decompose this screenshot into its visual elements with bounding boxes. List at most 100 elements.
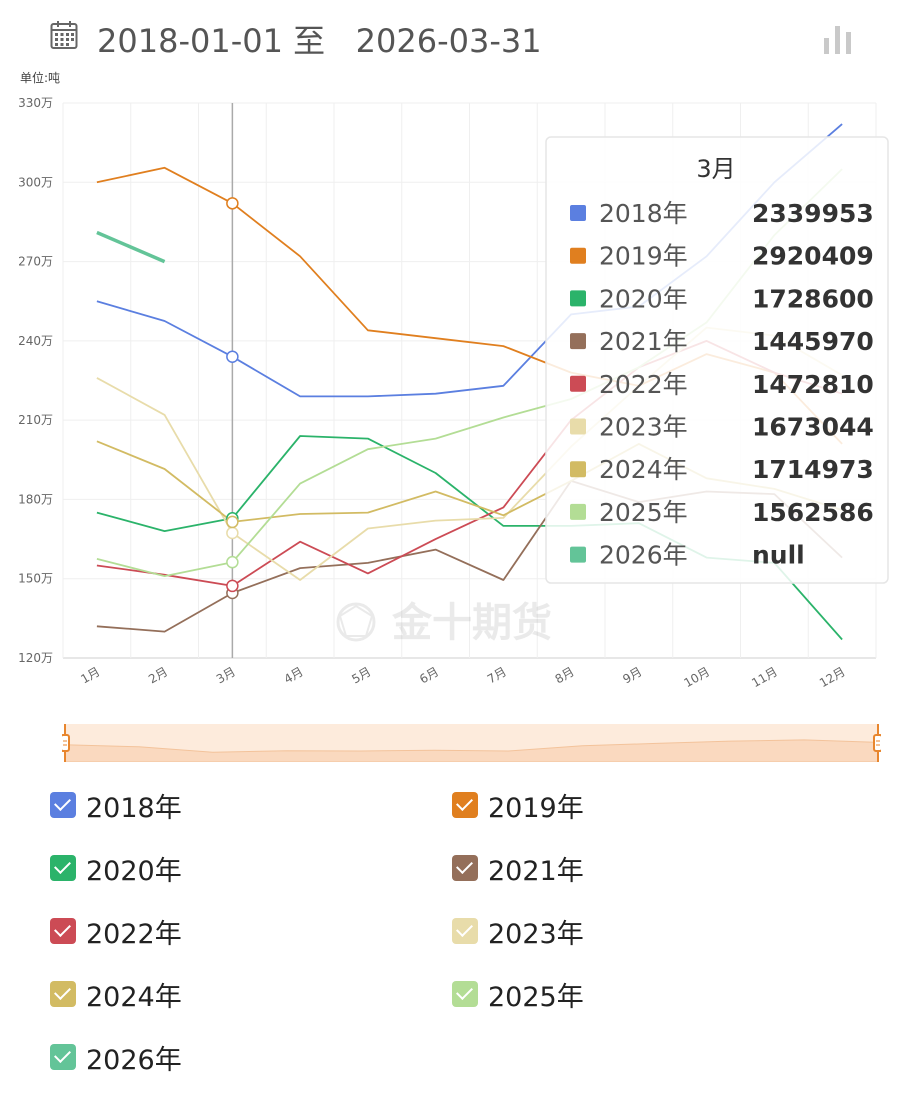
tooltip-value: 1728600 xyxy=(752,284,874,313)
hover-point-2019年 xyxy=(226,197,239,210)
watermark: 金十期货 xyxy=(336,600,552,646)
x-tick-label: 4月 xyxy=(282,664,306,686)
calendar-icon[interactable] xyxy=(50,20,78,50)
x-tick-label: 12月 xyxy=(817,664,848,690)
tooltip-label: 2020年 xyxy=(599,284,688,313)
legend-checkbox-2018[interactable] xyxy=(50,792,76,818)
legend-label: 2021年 xyxy=(488,855,584,887)
legend-item-2022[interactable]: 2022年 xyxy=(50,911,182,951)
y-tick-label: 180万 xyxy=(18,492,53,506)
legend-label: 2024年 xyxy=(86,981,182,1013)
tooltip-label: 2023年 xyxy=(599,413,688,442)
tooltip-marker xyxy=(570,333,586,350)
x-axis: 1月 2月 3月 4月 5月 6月 7月 8月 9月 10月 11月 12月 xyxy=(78,664,847,690)
series-line-2026年 xyxy=(96,230,166,264)
x-tick-label: 9月 xyxy=(620,664,644,686)
line-chart[interactable]: 单位:吨 120万 150万 180万 210万 240万 270万 300万 330万 1月… xyxy=(0,70,906,710)
x-tick-label: 2月 xyxy=(146,664,170,686)
y-tick-label: 300万 xyxy=(18,175,53,189)
tooltip-title: 3月 xyxy=(696,155,735,183)
tooltip-marker xyxy=(570,205,586,221)
tooltip-value: 1714973 xyxy=(752,455,874,484)
y-tick-label: 120万 xyxy=(18,651,53,665)
tooltip-label: 2021年 xyxy=(599,327,688,356)
date-range-header: 2018-01-01 至 2026-03-31 xyxy=(0,0,906,74)
end-date[interactable]: 2026-03-31 xyxy=(355,22,542,60)
legend-item-2026[interactable]: 2026年 xyxy=(50,1037,182,1077)
tooltip-marker xyxy=(570,503,586,520)
legend-label: 2019年 xyxy=(488,792,584,824)
slider-handle-left[interactable] xyxy=(60,724,70,762)
tooltip: 3月 2018年 2339953 2019年 2920409 2020年 1728600 2… xyxy=(545,136,889,584)
tooltip-value: 1472810 xyxy=(752,370,874,399)
legend-label: 2025年 xyxy=(488,981,584,1013)
tooltip-label: 2025年 xyxy=(599,498,688,527)
legend-checkbox-2025[interactable] xyxy=(452,981,478,1007)
legend-checkbox-2020[interactable] xyxy=(50,855,76,881)
legend-label: 2023年 xyxy=(488,918,584,950)
legend-item-2018[interactable]: 2018年 xyxy=(50,785,182,825)
legend-checkbox-2021[interactable] xyxy=(452,855,478,881)
legend-item-2020[interactable]: 2020年 xyxy=(50,848,182,888)
date-range-text[interactable]: 2018-01-01 至 2026-03-31 xyxy=(97,16,542,62)
y-tick-label: 330万 xyxy=(18,96,53,110)
start-date[interactable]: 2018-01-01 xyxy=(97,22,283,60)
legend-item-2021[interactable]: 2021年 xyxy=(452,848,584,888)
x-tick-label: 6月 xyxy=(417,664,441,686)
tooltip-marker xyxy=(570,375,586,392)
tooltip-marker xyxy=(570,290,586,307)
tooltip-value: 1673044 xyxy=(752,413,874,442)
tooltip-value: 2339953 xyxy=(752,199,874,228)
hover-point-2024年 xyxy=(226,515,239,529)
x-tick-label: 5月 xyxy=(349,664,373,686)
tooltip-value: 1562586 xyxy=(752,498,874,527)
hover-points xyxy=(226,197,239,600)
tooltip-label: 2026年 xyxy=(599,541,688,570)
tooltip-value: 2920409 xyxy=(752,242,874,271)
y-tick-label: 270万 xyxy=(18,255,53,269)
watermark-text: 金十期货 xyxy=(391,600,552,646)
x-tick-label: 1月 xyxy=(78,664,102,686)
tooltip-label: 2019年 xyxy=(599,242,688,271)
legend-label: 2022年 xyxy=(86,918,182,950)
legend-label: 2020年 xyxy=(86,855,182,887)
y-tick-label: 240万 xyxy=(18,334,53,348)
legend-label: 2018年 xyxy=(86,792,182,824)
legend-item-2025[interactable]: 2025年 xyxy=(452,974,584,1014)
hover-point-2023年 xyxy=(226,526,239,540)
y-axis: 120万 150万 180万 210万 240万 270万 300万 330万 xyxy=(18,96,53,665)
tooltip-box xyxy=(545,136,889,584)
bar-chart-icon[interactable] xyxy=(822,24,854,54)
date-separator: 至 xyxy=(293,22,326,60)
hover-point-2025年 xyxy=(226,555,239,569)
data-zoom-slider[interactable] xyxy=(60,724,883,763)
tooltip-marker xyxy=(570,546,586,563)
legend-checkbox-2024[interactable] xyxy=(50,981,76,1007)
tooltip-label: 2024年 xyxy=(599,455,688,484)
tooltip-label: 2018年 xyxy=(599,199,688,228)
legend-item-2023[interactable]: 2023年 xyxy=(452,911,584,951)
tooltip-value: 1445970 xyxy=(752,327,874,356)
legend-checkbox-2019[interactable] xyxy=(452,792,478,818)
tooltip-value: null xyxy=(752,541,805,570)
hover-point-2018年 xyxy=(226,350,239,363)
legend-item-2024[interactable]: 2024年 xyxy=(50,974,182,1014)
legend-label: 2026年 xyxy=(86,1044,182,1076)
legend-checkbox-2022[interactable] xyxy=(50,918,76,944)
hover-point-2022年 xyxy=(226,579,239,593)
x-tick-label: 3月 xyxy=(214,664,238,686)
tooltip-label: 2022年 xyxy=(599,370,688,399)
legend-checkbox-2023[interactable] xyxy=(452,918,478,944)
legend-item-2019[interactable]: 2019年 xyxy=(452,785,584,825)
x-tick-label: 8月 xyxy=(553,664,577,686)
y-tick-label: 210万 xyxy=(18,413,53,427)
legend-checkbox-2026[interactable] xyxy=(50,1044,76,1070)
y-tick-label: 150万 xyxy=(18,572,53,586)
slider-shadow-area xyxy=(64,739,879,763)
tooltip-marker xyxy=(570,418,586,435)
tooltip-marker xyxy=(570,247,586,264)
x-tick-label: 7月 xyxy=(485,664,509,686)
tooltip-marker xyxy=(570,461,586,478)
unit-label: 单位:吨 xyxy=(20,70,60,85)
slider-track[interactable] xyxy=(60,724,883,763)
